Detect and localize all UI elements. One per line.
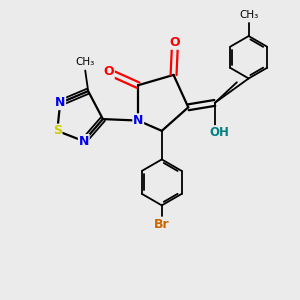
- Text: OH: OH: [209, 126, 229, 139]
- Text: O: O: [103, 65, 114, 79]
- Text: S: S: [53, 124, 62, 137]
- Text: N: N: [79, 135, 89, 148]
- Text: CH₃: CH₃: [76, 57, 95, 67]
- Text: O: O: [170, 36, 180, 49]
- Text: N: N: [55, 96, 65, 110]
- Text: Br: Br: [154, 218, 170, 231]
- Text: CH₃: CH₃: [239, 10, 258, 20]
- Text: N: N: [133, 114, 143, 127]
